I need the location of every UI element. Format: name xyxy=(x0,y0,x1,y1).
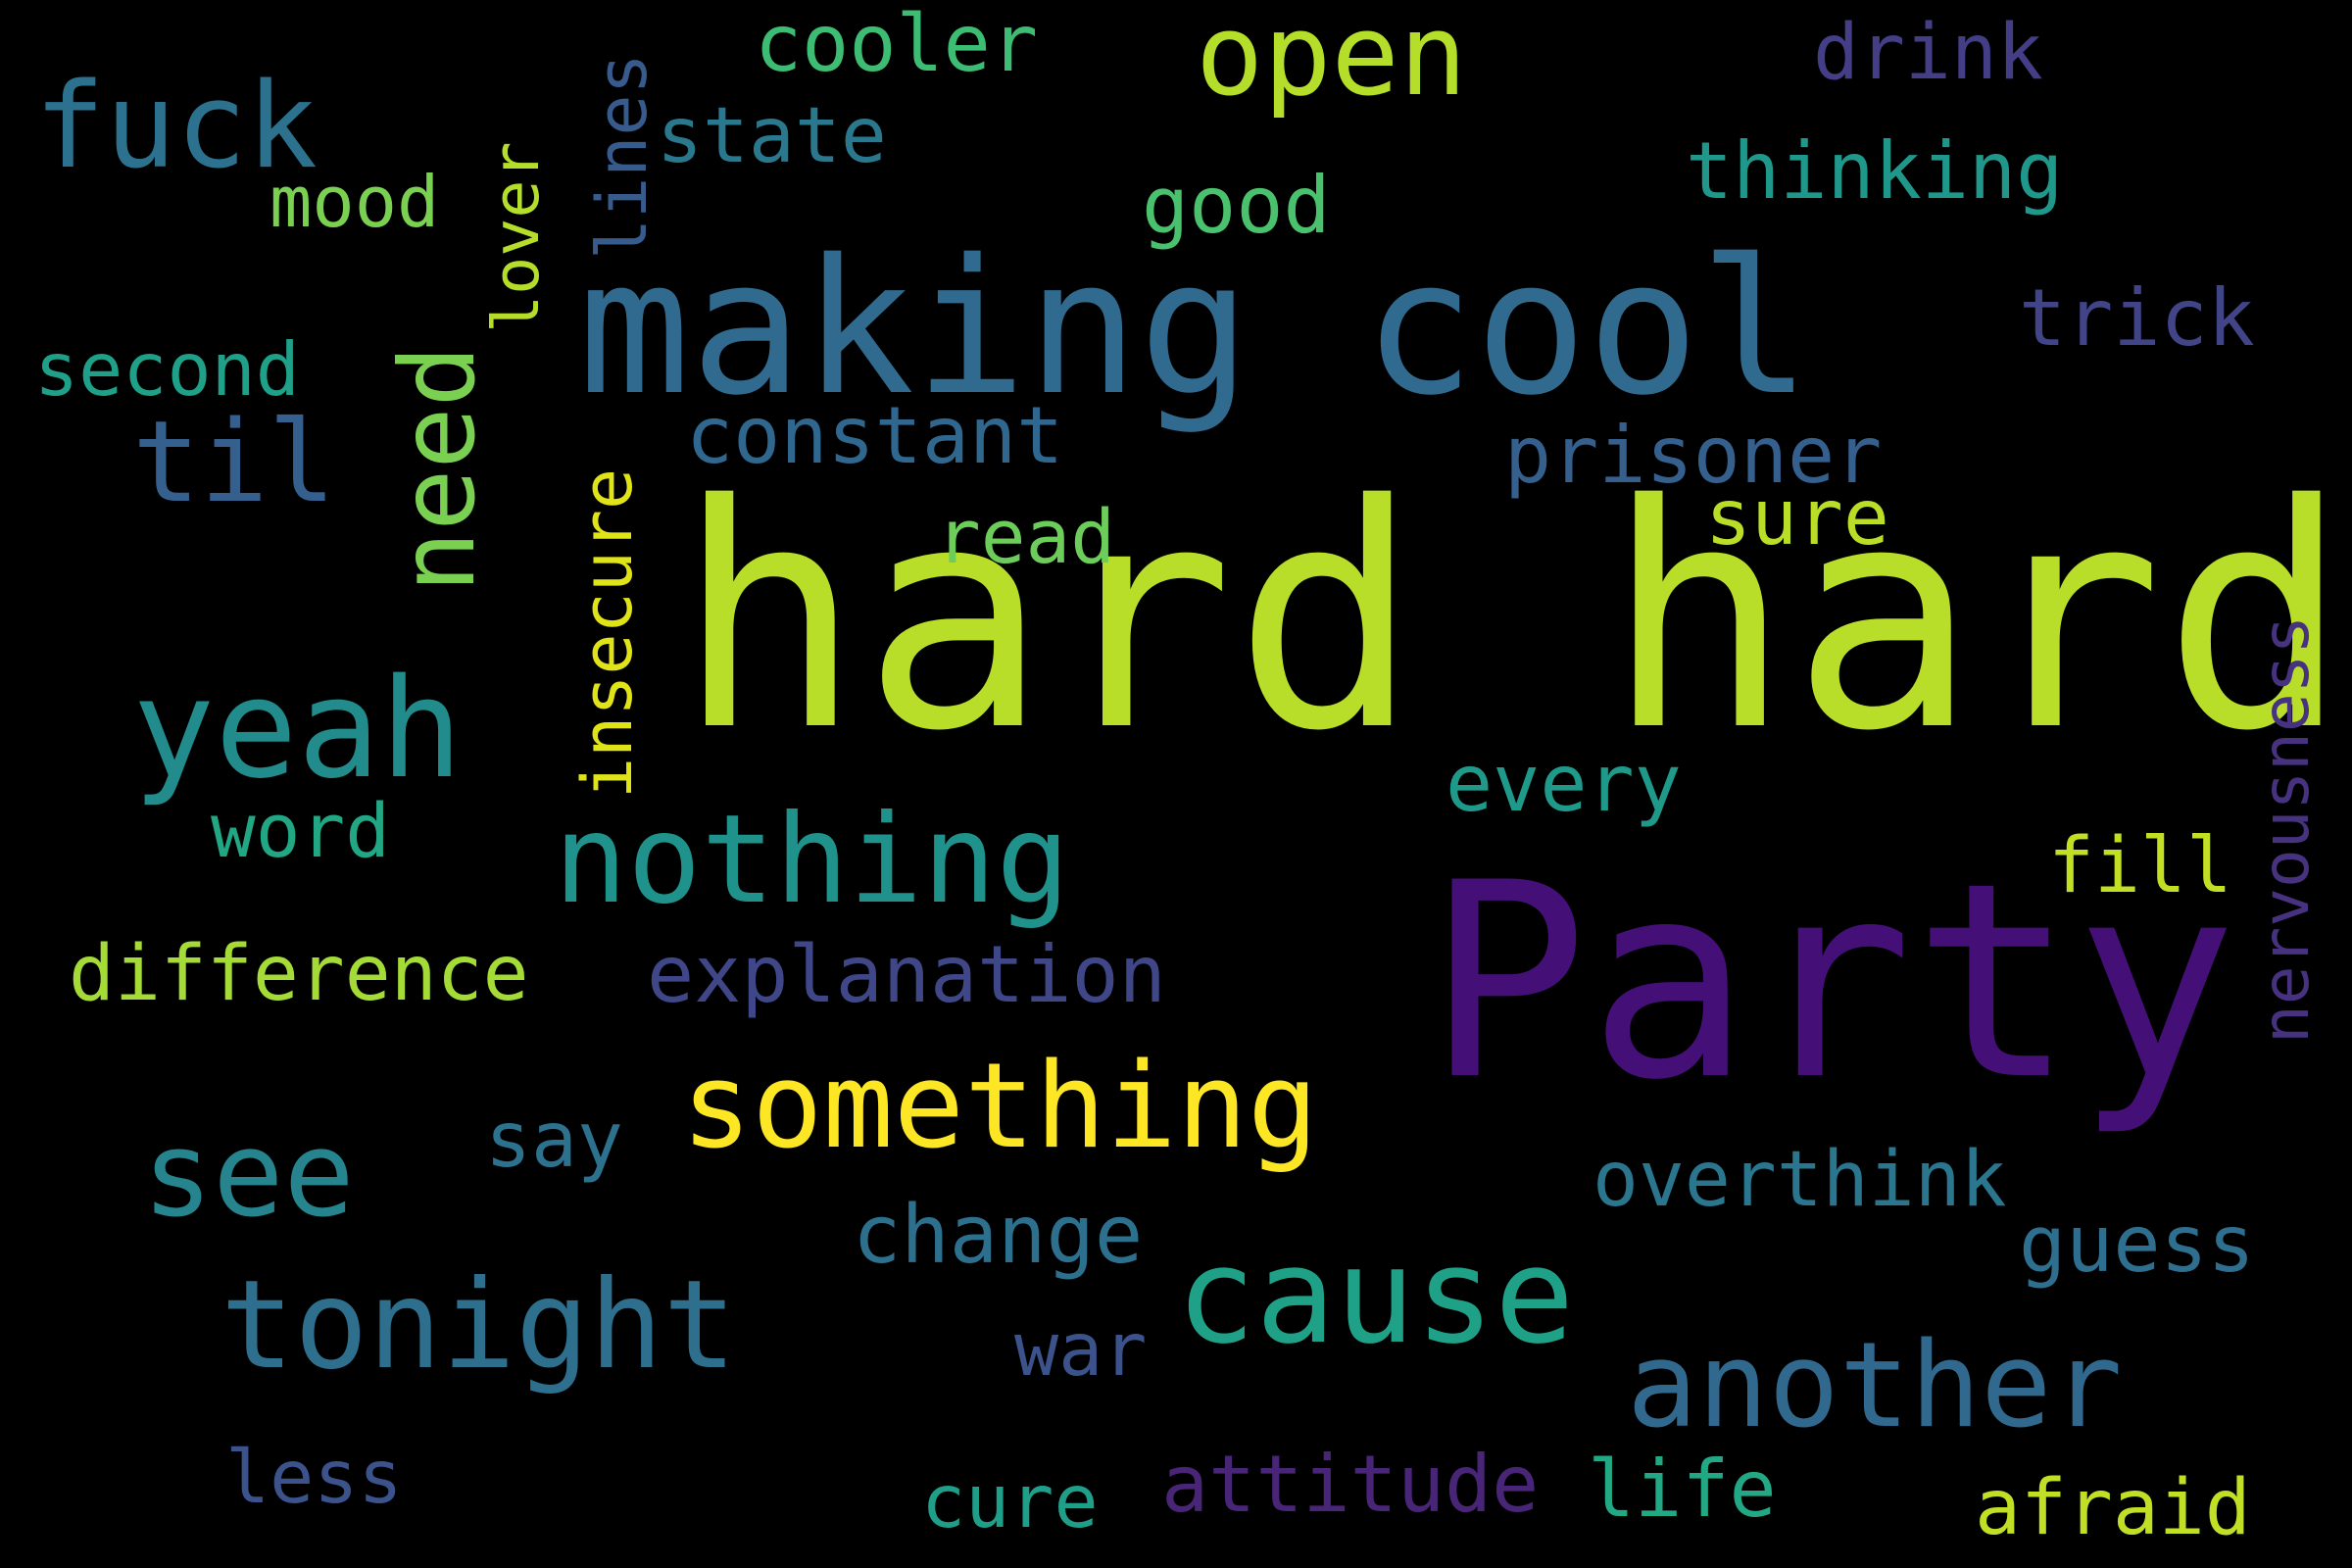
word-overthink: overthink xyxy=(1592,1136,2007,1224)
word-nothing: nothing xyxy=(554,789,1070,931)
word-constant: constant xyxy=(686,390,1064,481)
word-fuck: fuck xyxy=(34,59,318,195)
word-party: Party xyxy=(1426,825,2237,1139)
word-thinking: thinking xyxy=(1686,125,2064,217)
word-difference: difference xyxy=(69,930,529,1018)
word-afraid: afraid xyxy=(1975,1464,2251,1552)
word-sure: sure xyxy=(1705,474,1889,563)
word-every: every xyxy=(1446,738,1682,829)
word-cure: cure xyxy=(921,1458,1099,1544)
word-cause: cause xyxy=(1176,1219,1575,1373)
word-see: see xyxy=(142,1107,355,1244)
word-war: war xyxy=(1014,1306,1148,1393)
word-making-cool: making cool xyxy=(578,220,1812,436)
word-drink: drink xyxy=(1813,9,2043,97)
word-til: til xyxy=(132,397,336,528)
word-read: read xyxy=(936,493,1116,580)
word-tonight: tonight xyxy=(220,1254,737,1396)
word-state: state xyxy=(657,92,887,180)
word-fill: fill xyxy=(2048,822,2232,910)
word-less: less xyxy=(225,1434,403,1520)
word-good: good xyxy=(1142,160,1331,251)
word-insecure: insecure xyxy=(567,467,648,799)
word-lover: lover xyxy=(480,141,554,333)
word-word: word xyxy=(211,787,391,874)
word-attitude: attitude xyxy=(1161,1439,1540,1530)
word-nervousness: nervousness xyxy=(2248,614,2324,1044)
word-life: life xyxy=(1588,1444,1777,1535)
word-open: open xyxy=(1196,0,1467,122)
word-prisoner: prisoner xyxy=(1504,410,1883,501)
word-trick: trick xyxy=(2019,272,2255,364)
word-second: second xyxy=(34,326,300,413)
word-yeah: yeah xyxy=(132,650,464,809)
word-something: something xyxy=(681,1039,1319,1175)
word-lines: lines xyxy=(582,53,662,260)
word-explanation: explanation xyxy=(647,929,1166,1020)
word-hard-hard: hard hard xyxy=(676,440,2349,799)
word-another: another xyxy=(1627,1318,2123,1454)
word-change: change xyxy=(853,1189,1144,1282)
word-need: need xyxy=(378,345,498,593)
word-say: say xyxy=(485,1097,623,1185)
word-guess: guess xyxy=(2019,1199,2255,1290)
word-mood: mood xyxy=(270,161,440,243)
word-cooler: cooler xyxy=(755,0,1038,89)
